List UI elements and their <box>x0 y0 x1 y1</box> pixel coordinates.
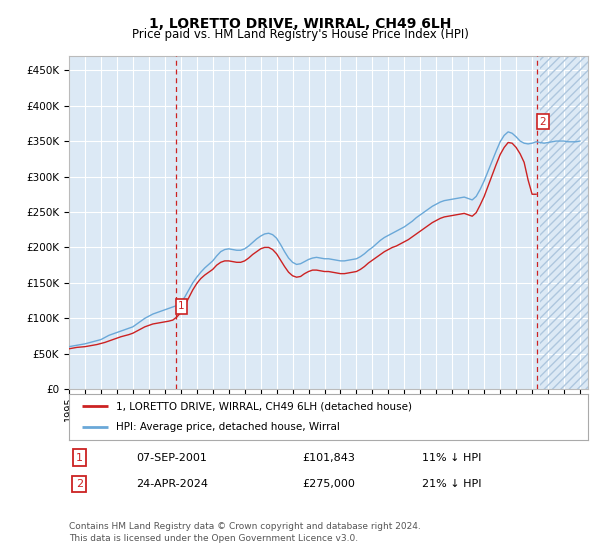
Text: 24-APR-2024: 24-APR-2024 <box>136 479 208 489</box>
Text: 1, LORETTO DRIVE, WIRRAL, CH49 6LH (detached house): 1, LORETTO DRIVE, WIRRAL, CH49 6LH (deta… <box>116 401 412 411</box>
Bar <box>540 56 588 389</box>
Text: 1: 1 <box>76 452 83 463</box>
Text: 1: 1 <box>178 301 185 311</box>
Text: 2: 2 <box>539 117 546 127</box>
Text: HPI: Average price, detached house, Wirral: HPI: Average price, detached house, Wirr… <box>116 422 340 432</box>
Text: 1, LORETTO DRIVE, WIRRAL, CH49 6LH: 1, LORETTO DRIVE, WIRRAL, CH49 6LH <box>149 17 451 31</box>
Text: Price paid vs. HM Land Registry's House Price Index (HPI): Price paid vs. HM Land Registry's House … <box>131 28 469 41</box>
Text: 11% ↓ HPI: 11% ↓ HPI <box>422 452 481 463</box>
Text: 21% ↓ HPI: 21% ↓ HPI <box>422 479 481 489</box>
Bar <box>540 56 588 389</box>
Text: 2: 2 <box>76 479 83 489</box>
Text: Contains HM Land Registry data © Crown copyright and database right 2024.
This d: Contains HM Land Registry data © Crown c… <box>69 522 421 543</box>
Text: £275,000: £275,000 <box>302 479 355 489</box>
Text: £101,843: £101,843 <box>302 452 355 463</box>
Text: 07-SEP-2001: 07-SEP-2001 <box>136 452 208 463</box>
